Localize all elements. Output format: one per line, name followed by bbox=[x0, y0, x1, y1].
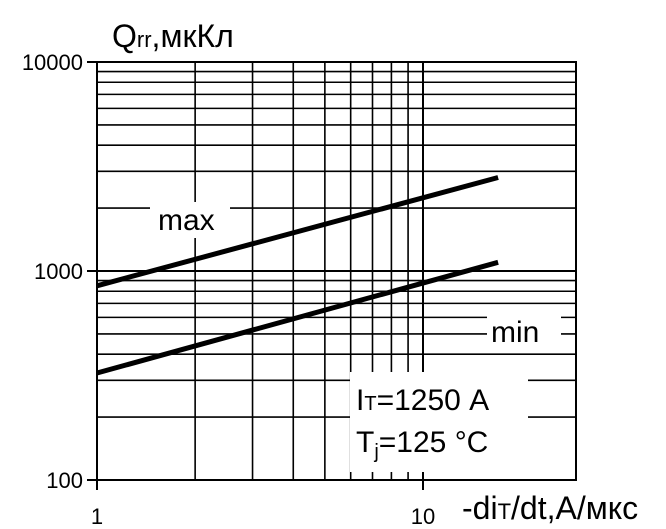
current-annotation: IT=1250 А bbox=[356, 384, 489, 417]
series-lines bbox=[96, 175, 499, 376]
series-label-max: max bbox=[158, 204, 215, 237]
x-axis-title: -diT/dt,А/мкс bbox=[462, 490, 638, 526]
y-tick-label: 100 bbox=[46, 468, 83, 493]
conditions-box: IT=1250 А Tj=125 °C bbox=[350, 372, 528, 472]
series-line-max bbox=[96, 175, 499, 289]
x-tick-label: 10 bbox=[411, 504, 435, 529]
series-line-min bbox=[96, 259, 499, 376]
tick-labels: 100 1000 10000 1 10 bbox=[22, 50, 435, 529]
y-tick-label: 10000 bbox=[22, 50, 83, 75]
legend-max: max bbox=[150, 202, 230, 238]
temperature-annotation: Tj=125 °C bbox=[356, 426, 488, 463]
legend-min: min bbox=[487, 314, 561, 350]
y-axis-title: Qrr,мкКл bbox=[112, 18, 234, 54]
x-tick-label: 1 bbox=[91, 504, 103, 529]
y-tick-label: 1000 bbox=[34, 259, 83, 284]
plot-frame bbox=[96, 61, 577, 481]
series-label-min: min bbox=[491, 316, 539, 349]
